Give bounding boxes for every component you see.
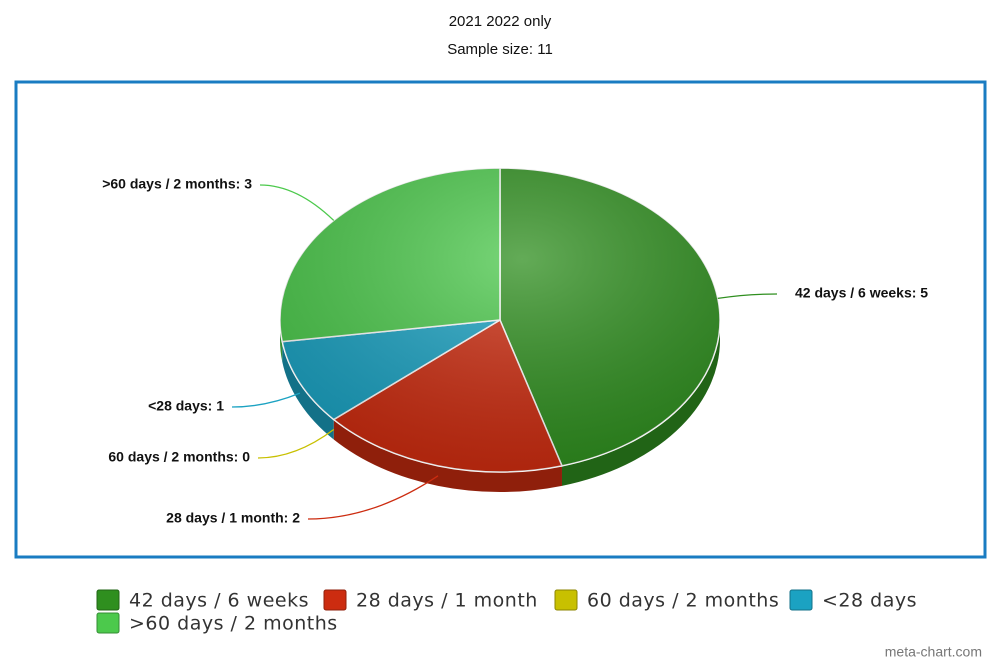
leader-line [259,184,335,221]
legend-swatch [323,589,347,611]
data-label: <28 days: 1 [148,398,224,414]
legend-swatch [96,612,120,634]
leader-line [307,475,439,520]
legend-label: >60 days / 2 months [129,613,338,635]
watermark: meta-chart.com [885,644,982,660]
chart-subtitle: Sample size: 11 [447,41,553,58]
legend-label: 60 days / 2 months [587,590,779,612]
data-label: >60 days / 2 months: 3 [102,176,252,192]
data-label: 42 days / 6 weeks: 5 [795,285,928,301]
legend-label: 28 days / 1 month [356,590,538,612]
legend-label: <28 days [822,590,917,612]
chart-title: 2021 2022 only [449,13,552,30]
data-label: 60 days / 2 months: 0 [108,449,250,465]
pie-slice [279,167,501,343]
data-label: 28 days / 1 month: 2 [166,510,300,526]
plot-border [14,80,987,559]
leader-line [717,293,778,300]
legend-swatch [96,589,120,611]
legend-swatch [554,589,578,611]
leader-line [231,392,301,408]
legend-swatch [789,589,813,611]
pie-side [333,419,562,492]
leader-line [257,429,335,459]
legend-label: 42 days / 6 weeks [129,590,309,612]
